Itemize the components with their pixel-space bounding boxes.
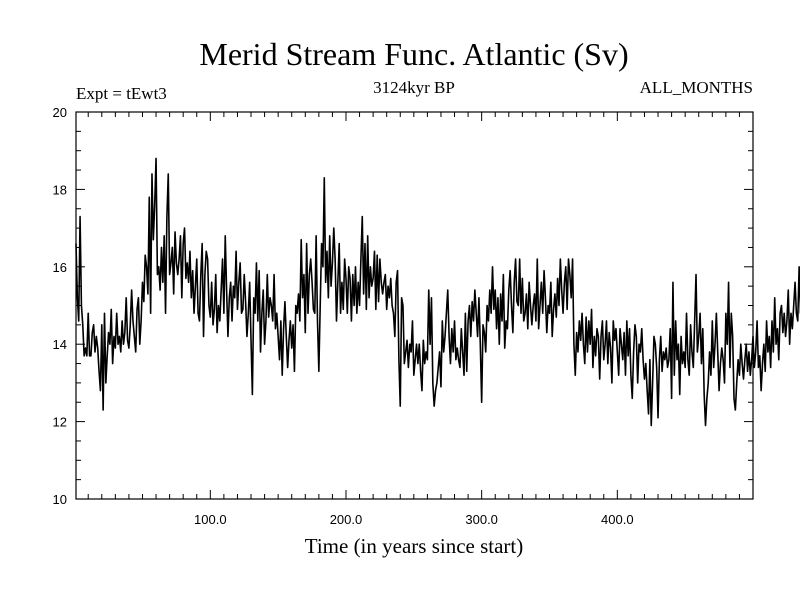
data-series-line bbox=[75, 157, 800, 427]
chart-title: Merid Stream Func. Atlantic (Sv) bbox=[199, 36, 628, 72]
y-tick-label: 16 bbox=[53, 260, 67, 275]
y-tick-label: 12 bbox=[53, 415, 67, 430]
x-tick-label: 400.0 bbox=[601, 512, 634, 527]
x-tick-label: 300.0 bbox=[465, 512, 498, 527]
x-tick-label: 200.0 bbox=[330, 512, 363, 527]
axis-tick-labels: 100.0 200.0 300.0 400.0 10 12 14 16 18 20 bbox=[53, 105, 634, 527]
time-period-label: 3124kyr BP bbox=[373, 78, 455, 97]
months-label: ALL_MONTHS bbox=[640, 78, 753, 97]
y-tick-label: 18 bbox=[53, 182, 67, 197]
y-tick-label: 14 bbox=[53, 337, 67, 352]
x-axis-label: Time (in years since start) bbox=[305, 534, 524, 558]
y-tick-label: 10 bbox=[53, 492, 67, 507]
y-tick-label: 20 bbox=[53, 105, 67, 120]
experiment-label: Expt = tEwt3 bbox=[76, 84, 167, 103]
x-tick-label: 100.0 bbox=[194, 512, 227, 527]
plot-frame bbox=[75, 111, 754, 500]
